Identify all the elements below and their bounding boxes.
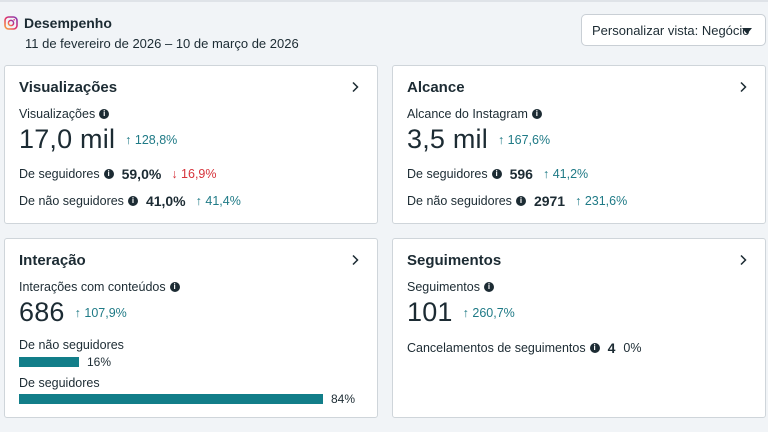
unfollow-row: Cancelamentos de seguimentos i 4 0% bbox=[407, 340, 641, 356]
breakdown-change: ↑ 41,2% bbox=[542, 167, 589, 181]
info-icon[interactable]: i bbox=[103, 169, 114, 179]
info-icon[interactable]: i bbox=[127, 196, 138, 206]
card-views[interactable]: Visualizações Visualizações i 17,0 mil ↑… bbox=[4, 65, 378, 224]
card-follows[interactable]: Seguimentos Seguimentos i 101 ↑ 260,7% C… bbox=[392, 238, 766, 418]
card-title: Seguimentos bbox=[407, 252, 502, 269]
view-selector-label: Personalizar vista: Negócio bbox=[592, 22, 750, 38]
header-title-row: Desempenho bbox=[4, 15, 299, 31]
metric-row: 17,0 mil ↑ 128,8% bbox=[19, 124, 177, 155]
unfollow-label: Cancelamentos de seguimentos bbox=[407, 341, 586, 355]
breakdown-label: De seguidores bbox=[407, 167, 488, 181]
card-title: Interação bbox=[19, 252, 86, 269]
metric-label-row: Seguimentos i bbox=[407, 280, 494, 294]
metric-row: 686 ↑ 107,9% bbox=[19, 297, 127, 328]
breakdown-value: 596 bbox=[509, 166, 533, 182]
metric-change: ↑ 167,6% bbox=[497, 132, 551, 147]
card-title: Alcance bbox=[407, 79, 465, 96]
chevron-right-icon[interactable] bbox=[349, 81, 361, 93]
info-icon[interactable]: i bbox=[99, 109, 110, 119]
caret-down-icon bbox=[742, 28, 752, 34]
metric-label-row: Visualizações i bbox=[19, 107, 110, 121]
chevron-right-icon[interactable] bbox=[737, 254, 749, 266]
page-title: Desempenho bbox=[24, 15, 112, 31]
metric-value: 17,0 mil bbox=[19, 124, 116, 154]
metric-value: 3,5 mil bbox=[407, 124, 488, 154]
breakdown-change: ↑ 41,4% bbox=[195, 194, 241, 208]
metric-row: 3,5 mil ↑ 167,6% bbox=[407, 124, 550, 155]
bar-label: De não seguidores bbox=[19, 338, 124, 352]
info-icon[interactable]: i bbox=[515, 196, 526, 206]
breakdown-label: De não seguidores bbox=[407, 194, 512, 208]
info-icon[interactable]: i bbox=[531, 109, 542, 119]
info-icon[interactable]: i bbox=[169, 282, 180, 292]
metric-label: Alcance do Instagram bbox=[407, 107, 528, 121]
info-icon[interactable]: i bbox=[483, 282, 494, 292]
unfollow-change: 0% bbox=[623, 341, 642, 355]
page-header: Desempenho 11 de fevereiro de 2026 – 10 … bbox=[4, 15, 299, 51]
metric-label: Seguimentos bbox=[407, 280, 480, 294]
instagram-icon bbox=[4, 16, 18, 30]
share-bar bbox=[19, 394, 323, 404]
metric-label: Interações com conteúdos bbox=[19, 280, 166, 294]
share-bar bbox=[19, 357, 79, 367]
card-interaction[interactable]: Interação Interações com conteúdos i 686… bbox=[4, 238, 378, 418]
bar-label: De seguidores bbox=[19, 376, 100, 390]
breakdown-value: 2971 bbox=[533, 193, 566, 209]
breakdown-row: De seguidores i 59,0% ↓ 16,9% bbox=[19, 166, 216, 182]
metric-row: 101 ↑ 260,7% bbox=[407, 297, 515, 328]
breakdown-row: De não seguidores i 2971 ↑ 231,6% bbox=[407, 193, 627, 209]
metric-value: 101 bbox=[407, 297, 453, 327]
breakdown-row: De seguidores i 596 ↑ 41,2% bbox=[407, 166, 588, 182]
breakdown-change: ↓ 16,9% bbox=[171, 167, 217, 181]
metric-change: ↑ 128,8% bbox=[125, 132, 178, 147]
metric-label-row: Interações com conteúdos i bbox=[19, 280, 180, 294]
view-selector[interactable]: Personalizar vista: Negócio bbox=[581, 14, 766, 46]
breakdown-label: De não seguidores bbox=[19, 194, 124, 208]
breakdown-label: De seguidores bbox=[19, 167, 100, 181]
info-icon[interactable]: i bbox=[491, 169, 502, 179]
breakdown-row: De não seguidores i 41,0% ↑ 41,4% bbox=[19, 193, 241, 209]
chevron-right-icon[interactable] bbox=[737, 81, 749, 93]
breakdown-value: 41,0% bbox=[145, 193, 186, 209]
card-reach[interactable]: Alcance Alcance do Instagram i 3,5 mil ↑… bbox=[392, 65, 766, 224]
metric-change: ↑ 107,9% bbox=[74, 305, 127, 320]
bar-percent: 84% bbox=[331, 392, 356, 406]
unfollow-value: 4 bbox=[607, 340, 616, 356]
breakdown-change: ↑ 231,6% bbox=[575, 194, 628, 208]
metric-change: ↑ 260,7% bbox=[462, 305, 515, 320]
metric-label-row: Alcance do Instagram i bbox=[407, 107, 542, 121]
bar-percent: 16% bbox=[87, 355, 112, 369]
metric-label: Visualizações bbox=[19, 107, 96, 121]
chevron-right-icon[interactable] bbox=[349, 254, 361, 266]
date-range: 11 de fevereiro de 2026 – 10 de março de… bbox=[25, 36, 299, 51]
top-divider bbox=[0, 0, 768, 2]
card-title: Visualizações bbox=[19, 79, 118, 96]
breakdown-value: 59,0% bbox=[121, 166, 162, 182]
info-icon[interactable]: i bbox=[589, 343, 600, 353]
metric-value: 686 bbox=[19, 297, 65, 327]
